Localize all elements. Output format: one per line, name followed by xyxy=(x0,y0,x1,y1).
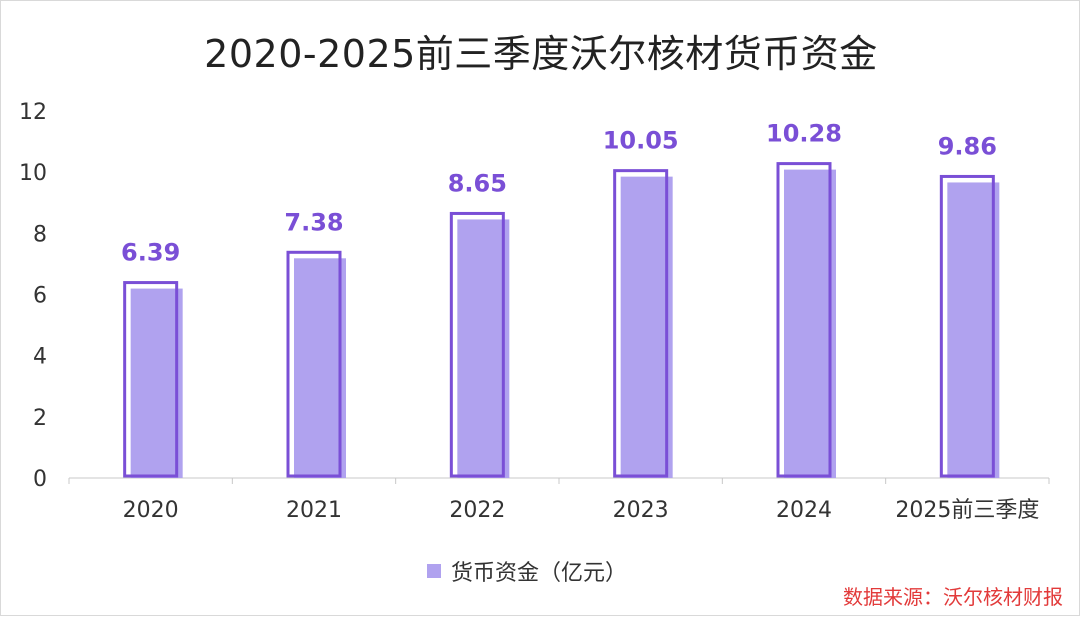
bar-series xyxy=(123,162,1000,478)
legend: 货币资金（亿元） xyxy=(427,557,628,586)
legend-label: 货币资金（亿元） xyxy=(451,561,628,586)
bar-fill xyxy=(130,288,183,478)
x-tick-label: 2021 xyxy=(286,498,342,523)
x-axis-tick-labels: 2020 2021 2022 2023 2024 2025前三季度 xyxy=(123,498,1040,523)
data-label: 6.39 xyxy=(121,239,180,267)
y-tick-label: 2 xyxy=(33,406,47,431)
bar-outline xyxy=(613,169,669,478)
data-label: 8.65 xyxy=(448,169,507,197)
x-tick-label: 2020 xyxy=(123,498,179,523)
data-label: 7.38 xyxy=(284,208,343,236)
y-axis-tick-labels: 0 2 4 6 8 10 12 xyxy=(19,100,47,492)
legend-swatch xyxy=(427,564,441,578)
x-tick-label: 2023 xyxy=(613,498,669,523)
y-tick-label: 8 xyxy=(33,222,47,247)
x-tick-label: 2024 xyxy=(776,498,832,523)
y-tick-label: 0 xyxy=(33,467,47,492)
data-label: 10.28 xyxy=(766,120,842,148)
y-tick-label: 4 xyxy=(33,345,47,370)
bar-outline xyxy=(286,250,342,478)
bar-fill xyxy=(947,182,1000,478)
bar-fill xyxy=(294,258,346,478)
data-labels: 6.39 7.38 8.65 10.05 10.28 9.86 xyxy=(121,120,997,267)
bar-fill xyxy=(620,176,673,478)
bar-outline xyxy=(123,281,179,478)
bar-fill xyxy=(457,219,510,478)
y-tick-label: 12 xyxy=(19,100,47,125)
x-tick-label: 2025前三季度 xyxy=(895,498,1039,523)
source-note: 数据来源：沃尔核材财报 xyxy=(843,585,1063,609)
bar-outline xyxy=(939,174,995,478)
bar-outline xyxy=(449,211,505,478)
y-tick-label: 10 xyxy=(19,161,47,186)
data-label: 9.86 xyxy=(938,132,997,160)
chart-title: 2020-2025前三季度沃尔核材货币资金 xyxy=(204,32,878,76)
data-label: 10.05 xyxy=(603,127,679,155)
y-tick-label: 6 xyxy=(33,284,47,309)
bar-fill xyxy=(784,169,836,478)
bar-outline xyxy=(776,162,832,478)
x-tick-label: 2022 xyxy=(449,498,505,523)
x-axis-tick-marks xyxy=(68,478,1050,484)
